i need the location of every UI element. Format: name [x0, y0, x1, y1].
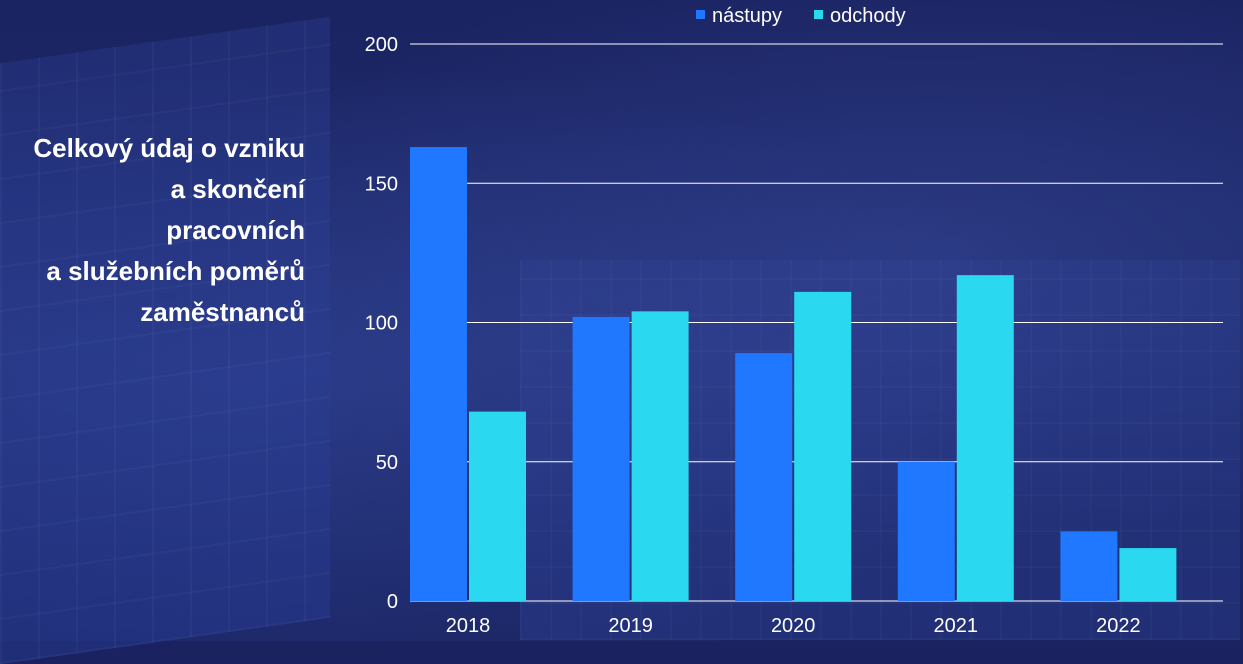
y-tick-label: 100 [365, 313, 398, 335]
legend-swatch-nastupy [696, 10, 705, 19]
x-axis: 2018 2019 2020 2021 2022 [446, 615, 1141, 637]
bar-odchody-2020 [794, 291, 852, 601]
x-tick-label: 2022 [1096, 615, 1141, 637]
y-tick-label: 150 [365, 173, 398, 195]
bar-odchody-2018 [469, 411, 526, 601]
bar-chart: 0 50 100 150 200 2018 2019 2020 2021 2022 nástup… [365, 5, 1223, 637]
legend: nástupy odchody [696, 5, 906, 27]
y-tick-label: 200 [365, 34, 398, 56]
bar-odchody-2021 [956, 275, 1014, 601]
bar-nastupy-2020 [735, 353, 793, 601]
y-tick-label: 50 [376, 452, 398, 474]
bar-nastupy-2022 [1060, 531, 1118, 601]
bar-nastupy-2018 [410, 147, 467, 602]
bar-nastupy-2019 [572, 316, 630, 601]
y-tick-label: 0 [387, 591, 398, 613]
x-tick-label: 2020 [771, 615, 816, 637]
chart-title: Celkový údaj o vzniku a skončení pracovn… [33, 133, 305, 327]
x-tick-label: 2019 [608, 615, 653, 637]
y-axis: 0 50 100 150 200 [365, 34, 398, 613]
legend-swatch-odchody [814, 10, 823, 19]
bar-odchody-2019 [631, 311, 689, 601]
legend-label: nástupy [712, 5, 782, 27]
x-tick-label: 2018 [446, 615, 491, 637]
legend-label: odchody [830, 5, 906, 27]
x-tick-label: 2021 [934, 615, 979, 637]
bar-odchody-2022 [1119, 548, 1177, 601]
bars [410, 147, 1177, 602]
bar-nastupy-2021 [897, 461, 955, 601]
